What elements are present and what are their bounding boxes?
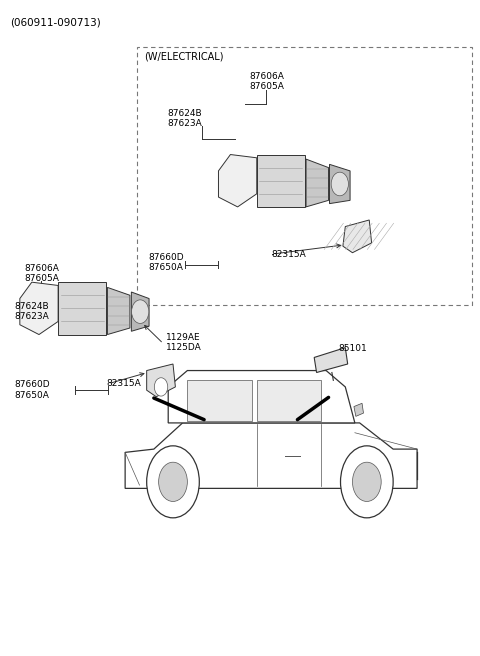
Polygon shape xyxy=(343,220,372,253)
Polygon shape xyxy=(218,155,257,207)
Polygon shape xyxy=(329,165,350,203)
Polygon shape xyxy=(132,292,149,331)
Text: 87606A
87605A: 87606A 87605A xyxy=(24,264,59,283)
Text: 85101: 85101 xyxy=(338,344,367,354)
Text: 87660D
87650A: 87660D 87650A xyxy=(14,380,49,400)
Text: 87624B
87623A: 87624B 87623A xyxy=(168,109,203,128)
Circle shape xyxy=(147,446,199,518)
Polygon shape xyxy=(147,364,175,397)
Circle shape xyxy=(158,462,187,501)
Circle shape xyxy=(340,446,393,518)
Circle shape xyxy=(352,462,381,501)
Polygon shape xyxy=(58,282,106,335)
Circle shape xyxy=(331,173,348,195)
Polygon shape xyxy=(108,287,130,335)
Text: 87606A
87605A: 87606A 87605A xyxy=(249,72,284,91)
Circle shape xyxy=(155,378,168,396)
Polygon shape xyxy=(20,282,58,335)
Polygon shape xyxy=(306,159,328,207)
Polygon shape xyxy=(125,423,417,488)
Text: 82315A: 82315A xyxy=(271,249,306,258)
Text: 87624B
87623A: 87624B 87623A xyxy=(14,302,49,321)
Polygon shape xyxy=(168,371,355,423)
Polygon shape xyxy=(314,348,348,373)
Text: (060911-090713): (060911-090713) xyxy=(10,17,101,27)
Polygon shape xyxy=(187,380,252,421)
Polygon shape xyxy=(354,403,363,417)
Text: 82315A: 82315A xyxy=(106,379,141,388)
Circle shape xyxy=(132,300,149,323)
Text: 1129AE
1125DA: 1129AE 1125DA xyxy=(166,333,202,352)
Text: (W/ELECTRICAL): (W/ELECTRICAL) xyxy=(144,51,224,62)
Polygon shape xyxy=(257,380,322,421)
Text: 87660D
87650A: 87660D 87650A xyxy=(148,253,184,272)
Polygon shape xyxy=(257,155,305,207)
